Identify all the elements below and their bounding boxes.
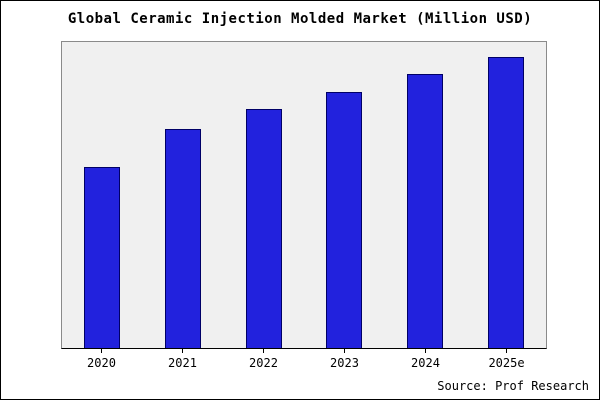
x-axis-labels: 2020 2021 2022 2023 2024 2025e [61,349,547,370]
tick-mark [344,349,345,353]
bars-container [62,42,546,348]
bar-slot [465,42,546,348]
x-tick-2025e: 2025e [466,349,547,370]
tick-mark [506,349,507,353]
bar-slot [304,42,385,348]
bar-2025e [487,56,524,348]
bar-2020 [84,167,121,348]
tick-mark [101,349,102,353]
tick-mark [425,349,426,353]
chart-title: Global Ceramic Injection Molded Market (… [67,11,533,27]
tick-mark [263,349,264,353]
x-tick-label: 2022 [249,356,278,370]
x-tick-label: 2025e [488,356,525,370]
x-tick-2021: 2021 [142,349,223,370]
tick-mark [182,349,183,353]
bar-2024 [407,74,444,348]
x-tick-2020: 2020 [61,349,142,370]
bar-slot [62,42,143,348]
bar-slot [385,42,466,348]
x-tick-2024: 2024 [385,349,466,370]
bar-2023 [326,91,363,348]
x-tick-label: 2024 [411,356,440,370]
x-tick-2022: 2022 [223,349,304,370]
x-tick-label: 2023 [330,356,359,370]
x-tick-label: 2021 [168,356,197,370]
plot-area [61,41,547,349]
bar-slot [223,42,304,348]
bar-2021 [165,129,201,348]
bar-2022 [245,109,282,348]
x-tick-2023: 2023 [304,349,385,370]
bar-slot [143,42,224,348]
source-note: Source: Prof Research [437,379,589,393]
x-tick-label: 2020 [87,356,116,370]
